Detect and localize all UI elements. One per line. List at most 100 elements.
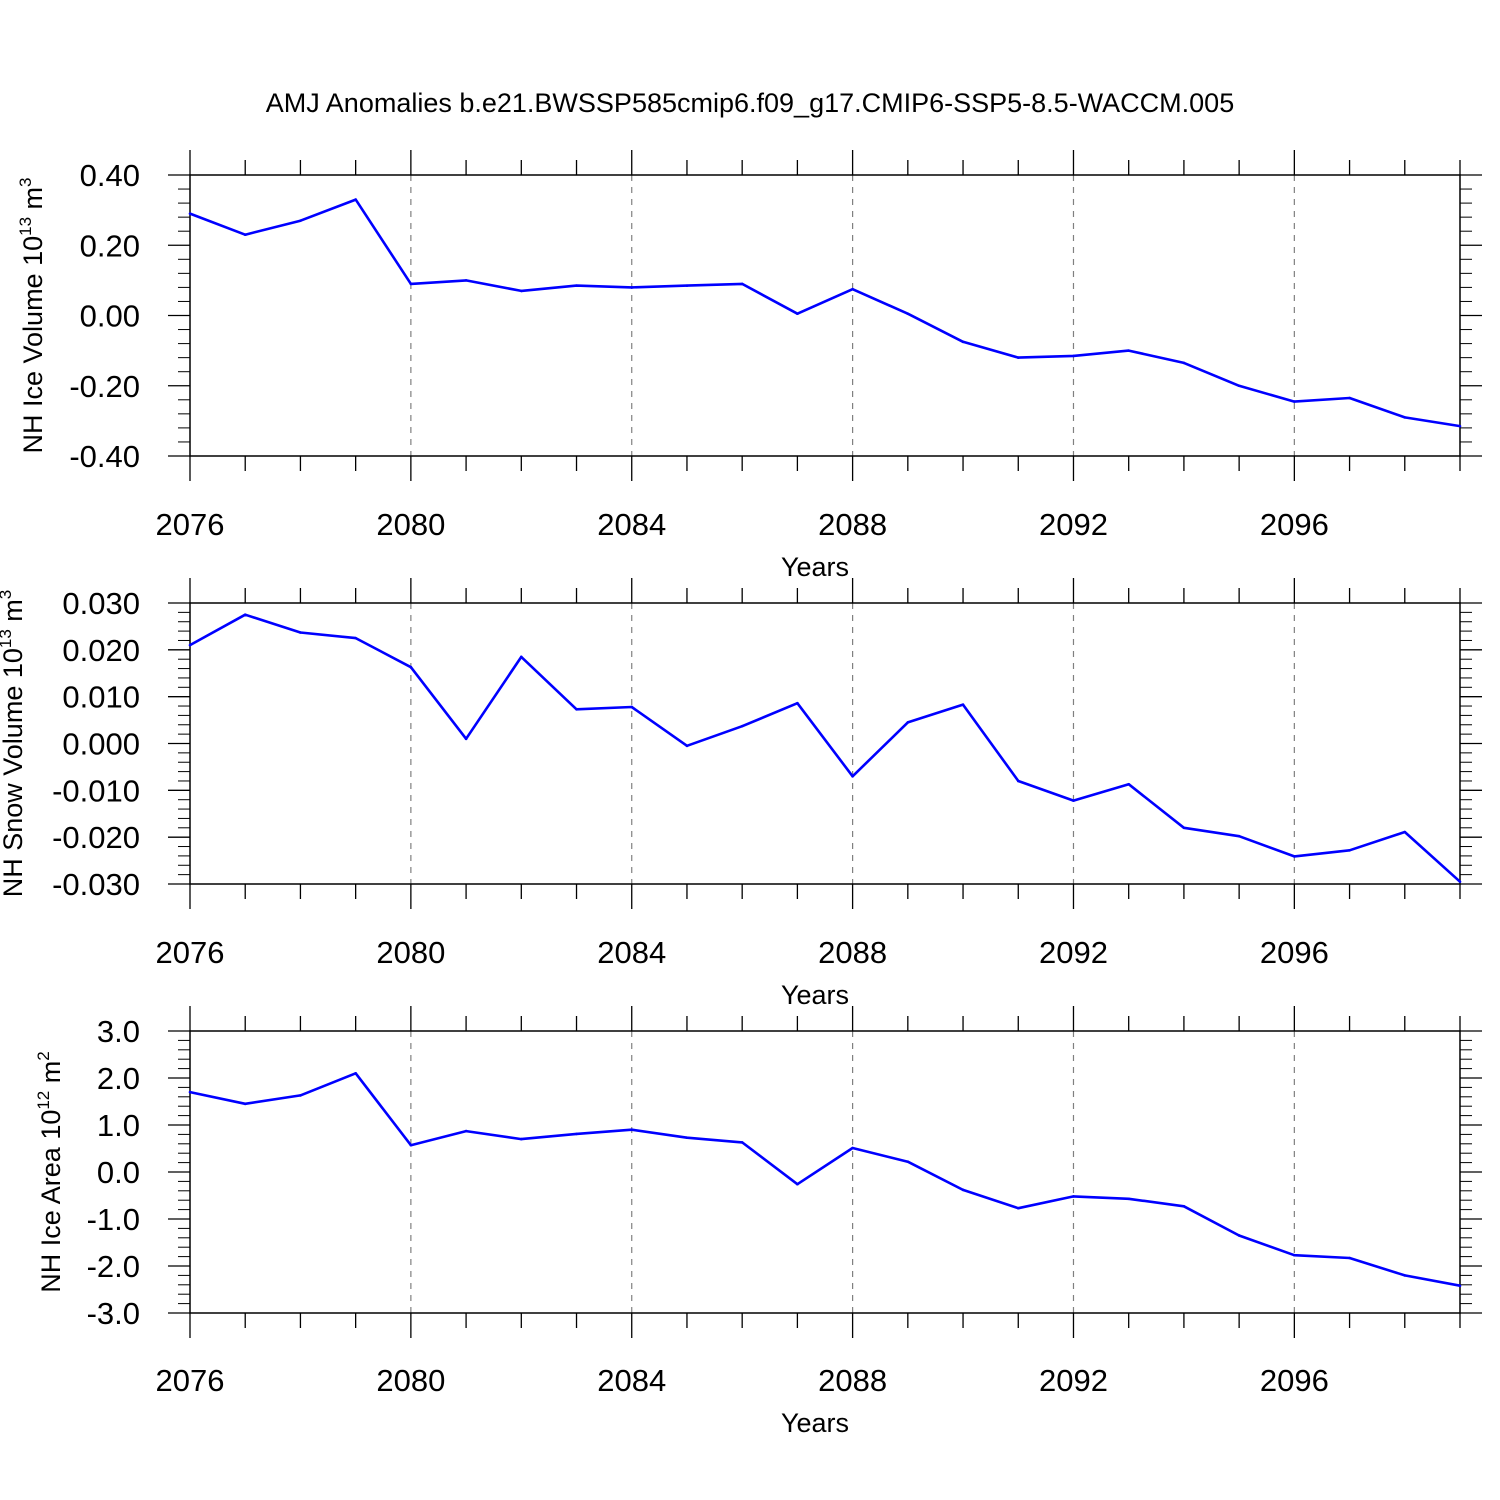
data-point xyxy=(1348,848,1351,852)
data-point xyxy=(1182,361,1186,365)
plot-frame xyxy=(189,174,1461,457)
y-tick-label: -3.0 xyxy=(87,1296,140,1331)
y-tick-label: -0.20 xyxy=(69,369,140,404)
y-tick-label: 2.0 xyxy=(97,1061,140,1096)
y-tick-label: -0.020 xyxy=(52,820,140,855)
data-point xyxy=(630,1128,634,1131)
data-point xyxy=(740,282,744,286)
data-point xyxy=(464,1129,468,1133)
series-line xyxy=(189,613,1461,883)
data-point xyxy=(243,1102,247,1106)
data-point xyxy=(354,1072,357,1075)
y-tick-label: -1.0 xyxy=(87,1202,140,1237)
x-tick-label: 2096 xyxy=(1260,507,1329,542)
data-point xyxy=(1458,424,1462,428)
data-point xyxy=(685,1136,689,1139)
data-point xyxy=(851,774,854,778)
x-axis-label: Years xyxy=(781,1408,849,1438)
data-point xyxy=(1182,1205,1186,1208)
plot-frame xyxy=(189,602,1461,885)
data-point xyxy=(1237,1234,1241,1237)
y-axis-label: NH Ice Area 1012 m2 xyxy=(34,1051,66,1292)
data-point xyxy=(520,1137,523,1141)
x-tick-label: 2080 xyxy=(376,1363,445,1398)
data-point xyxy=(1072,799,1075,802)
y-tick-label: 0.030 xyxy=(62,586,140,621)
series-line xyxy=(189,198,1461,428)
x-tick-label: 2076 xyxy=(156,935,225,970)
data-point xyxy=(299,1094,302,1097)
data-point xyxy=(575,1132,578,1136)
x-tick-label: 2076 xyxy=(156,507,225,542)
data-point xyxy=(354,198,357,201)
data-point xyxy=(796,1182,799,1186)
data-point xyxy=(299,219,302,222)
y-axis-label: NH Snow Volume 1013 m3 xyxy=(0,590,28,898)
y-tick-label: 0.20 xyxy=(80,228,140,263)
x-tick-label: 2096 xyxy=(1260,935,1329,970)
data-point xyxy=(906,1160,910,1163)
data-point xyxy=(520,289,523,293)
x-tick-label: 2084 xyxy=(597,1363,666,1398)
y-tick-label: 0.40 xyxy=(80,158,140,193)
y-axis-label: NH Ice Volume 1013 m3 xyxy=(16,178,48,454)
x-tick-label: 2092 xyxy=(1039,1363,1108,1398)
figure-title: AMJ Anomalies b.e21.BWSSP585cmip6.f09_g1… xyxy=(266,88,1234,118)
y-tick-label: -0.010 xyxy=(52,773,140,808)
x-tick-label: 2076 xyxy=(156,1363,225,1398)
plot-frame xyxy=(189,1030,1461,1314)
series-line xyxy=(189,1072,1461,1287)
data-point xyxy=(1127,349,1130,352)
data-point xyxy=(630,705,634,709)
data-point xyxy=(354,636,357,640)
data-point xyxy=(961,340,965,344)
data-point xyxy=(520,655,523,659)
data-point xyxy=(409,282,413,286)
data-point xyxy=(961,703,965,706)
data-point xyxy=(575,284,578,287)
data-point xyxy=(299,631,302,634)
y-tick-label: -2.0 xyxy=(87,1249,140,1284)
x-tick-label: 2092 xyxy=(1039,507,1108,542)
data-point xyxy=(1348,1256,1351,1260)
data-point xyxy=(188,643,192,647)
x-tick-label: 2084 xyxy=(597,935,666,970)
data-point xyxy=(464,279,468,282)
data-point xyxy=(961,1188,965,1192)
x-tick-label: 2084 xyxy=(597,507,666,542)
data-point xyxy=(1458,880,1462,883)
data-point xyxy=(464,737,468,741)
data-point xyxy=(685,284,689,287)
data-point xyxy=(1237,384,1241,388)
data-point xyxy=(1403,416,1407,419)
data-point xyxy=(1293,1253,1296,1257)
x-tick-label: 2088 xyxy=(818,1363,887,1398)
panel-3: 2076 2080 2084 2088 2092 2096 -3.0 -2.0 -1.0 0.0 1… xyxy=(34,1006,1482,1438)
data-point xyxy=(1072,1195,1075,1198)
data-point xyxy=(630,286,634,289)
data-point xyxy=(1127,782,1130,786)
x-tick-label: 2088 xyxy=(818,507,887,542)
x-axis-label: Years xyxy=(781,552,849,582)
data-point xyxy=(409,1143,413,1147)
data-point xyxy=(796,312,799,316)
data-point xyxy=(409,665,413,669)
x-tick-label: 2080 xyxy=(376,507,445,542)
data-point xyxy=(188,212,192,215)
data-point xyxy=(575,708,578,711)
y-tick-label: 0.000 xyxy=(62,727,140,762)
y-tick-label: 0.00 xyxy=(80,299,140,334)
data-point xyxy=(188,1090,192,1094)
x-axis-label: Years xyxy=(781,980,849,1010)
data-point xyxy=(1182,826,1186,830)
data-point xyxy=(1348,396,1351,400)
data-point xyxy=(243,233,247,237)
data-point xyxy=(1293,400,1296,403)
y-tick-label: 3.0 xyxy=(97,1014,140,1049)
data-point xyxy=(906,721,910,724)
y-tick-label: 0.0 xyxy=(97,1155,140,1190)
data-point xyxy=(1072,354,1075,358)
y-tick-label: -0.40 xyxy=(69,439,140,474)
data-point xyxy=(1016,779,1020,783)
data-point xyxy=(1016,1206,1020,1210)
